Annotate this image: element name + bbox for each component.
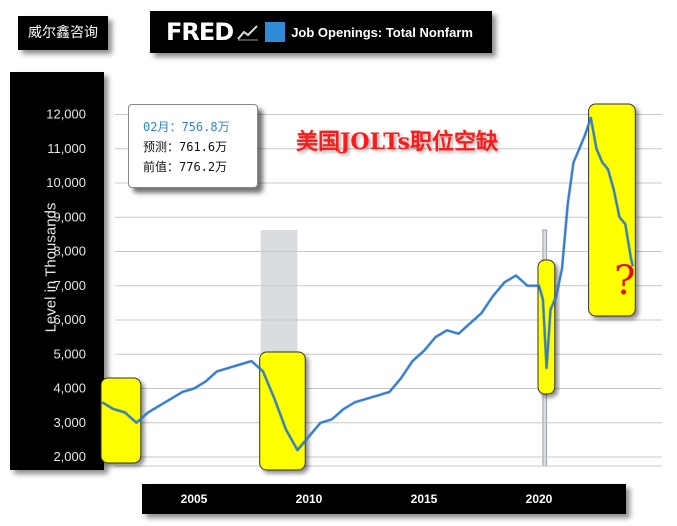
line-chart-icon: [237, 25, 259, 41]
y-tick-label: 2,000: [53, 449, 86, 464]
y-tick-label: 7,000: [53, 278, 86, 293]
x-axis-panel: [142, 484, 626, 514]
series-line: [101, 116, 634, 452]
y-tick-label: 4,000: [53, 381, 86, 396]
series-color-swatch: [265, 22, 286, 42]
highlight-region: [537, 259, 556, 395]
y-tick-label: 5,000: [53, 346, 86, 361]
info-latest-value: 02月：756.8万: [143, 120, 230, 134]
source-badge: 威尔鑫咨询: [18, 16, 108, 50]
y-tick-label: 11,000: [47, 141, 86, 156]
y-tick-label: 10,000: [46, 175, 86, 190]
headline: 美国JOLTs职位空缺: [296, 129, 498, 155]
info-previous-value: 前值：776.2万: [143, 160, 228, 174]
fred-header: FRED Job Openings: Total Nonfarm: [150, 11, 492, 53]
question-mark: ?: [614, 258, 636, 304]
x-tick-label: 2015: [411, 492, 438, 506]
fred-logo: FRED: [166, 18, 234, 46]
info-forecast-value: 预测：761.6万: [143, 140, 228, 154]
y-tick-label: 3,000: [53, 415, 86, 430]
x-tick-label: 2020: [526, 492, 553, 506]
highlight-region: [259, 351, 306, 471]
series-title: Job Openings: Total Nonfarm: [291, 24, 473, 40]
x-tick-label: 2010: [296, 492, 323, 506]
y-axis-panel: Level in Thousands: [10, 72, 104, 470]
x-tick-label: 2005: [181, 492, 208, 506]
y-tick-label: 8,000: [53, 244, 86, 259]
y-tick-label: 6,000: [53, 312, 86, 327]
y-tick-label: 9,000: [53, 209, 86, 224]
info-box: 02月：756.8万 预测：761.6万 前值：776.2万: [128, 104, 258, 188]
highlight-region: [100, 377, 142, 464]
y-tick-label: 12,000: [46, 107, 86, 122]
